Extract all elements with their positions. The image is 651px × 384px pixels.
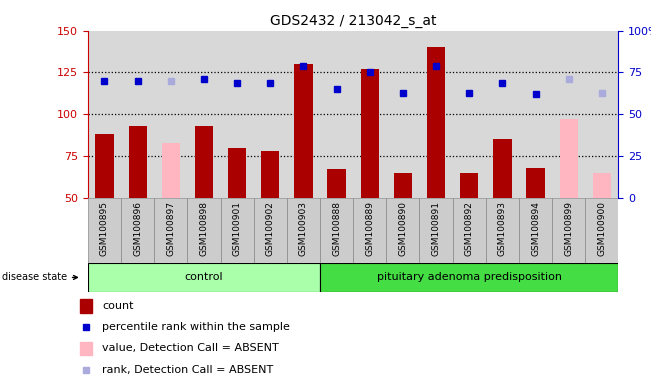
Text: percentile rank within the sample: percentile rank within the sample [102, 322, 290, 333]
Bar [519, 198, 552, 263]
Bar [560, 119, 578, 198]
Bar [221, 31, 254, 198]
Bar [386, 31, 419, 198]
Bar [88, 198, 121, 263]
Bar [287, 198, 320, 263]
Text: GSM100901: GSM100901 [232, 201, 242, 256]
Bar [493, 139, 512, 198]
Bar [394, 173, 412, 198]
Bar [228, 147, 246, 198]
Bar [254, 198, 287, 263]
Text: control: control [185, 272, 223, 283]
Bar [221, 198, 254, 263]
Bar [552, 198, 585, 263]
Bar [460, 173, 478, 198]
Bar [519, 31, 552, 198]
Text: GSM100898: GSM100898 [199, 201, 208, 256]
Bar [88, 31, 121, 198]
Bar [452, 198, 486, 263]
Bar [593, 173, 611, 198]
Text: GSM100899: GSM100899 [564, 201, 574, 256]
Bar [195, 126, 213, 198]
Bar [88, 263, 320, 292]
Bar [80, 300, 92, 313]
Bar [386, 198, 419, 263]
Bar [419, 198, 452, 263]
Text: GSM100897: GSM100897 [166, 201, 175, 256]
Bar [187, 198, 221, 263]
Text: GSM100894: GSM100894 [531, 201, 540, 256]
Text: count: count [102, 301, 133, 311]
Text: GSM100903: GSM100903 [299, 201, 308, 256]
Bar [320, 263, 618, 292]
Bar [121, 31, 154, 198]
Bar [287, 31, 320, 198]
Bar [320, 31, 353, 198]
Bar [320, 198, 353, 263]
Bar [187, 31, 221, 198]
Bar [419, 31, 452, 198]
Text: GSM100890: GSM100890 [398, 201, 408, 256]
Bar [128, 126, 146, 198]
Text: value, Detection Call = ABSENT: value, Detection Call = ABSENT [102, 343, 279, 354]
Bar [427, 47, 445, 198]
Bar [527, 168, 545, 198]
Bar [486, 198, 519, 263]
Bar [254, 31, 287, 198]
Text: GSM100900: GSM100900 [598, 201, 606, 256]
Bar [452, 31, 486, 198]
Bar [593, 173, 611, 198]
Bar [327, 169, 346, 198]
Text: disease state: disease state [2, 272, 77, 283]
Bar [353, 31, 386, 198]
Bar [121, 198, 154, 263]
Bar [585, 31, 618, 198]
Text: GSM100892: GSM100892 [465, 201, 474, 256]
Text: GSM100893: GSM100893 [498, 201, 507, 256]
Text: GSM100902: GSM100902 [266, 201, 275, 256]
Bar [552, 31, 585, 198]
Text: GSM100895: GSM100895 [100, 201, 109, 256]
Bar [80, 342, 92, 355]
Bar [585, 198, 618, 263]
Text: GSM100896: GSM100896 [133, 201, 142, 256]
Text: GSM100888: GSM100888 [332, 201, 341, 256]
Bar [154, 198, 187, 263]
Text: GSM100891: GSM100891 [432, 201, 441, 256]
Text: pituitary adenoma predisposition: pituitary adenoma predisposition [377, 272, 562, 283]
Bar [95, 134, 113, 198]
Bar [154, 31, 187, 198]
Bar [261, 151, 279, 198]
Bar [486, 31, 519, 198]
Text: rank, Detection Call = ABSENT: rank, Detection Call = ABSENT [102, 364, 273, 375]
Title: GDS2432 / 213042_s_at: GDS2432 / 213042_s_at [270, 14, 436, 28]
Text: GSM100889: GSM100889 [365, 201, 374, 256]
Bar [161, 142, 180, 198]
Bar [353, 198, 386, 263]
Bar [294, 64, 312, 198]
Bar [361, 69, 379, 198]
